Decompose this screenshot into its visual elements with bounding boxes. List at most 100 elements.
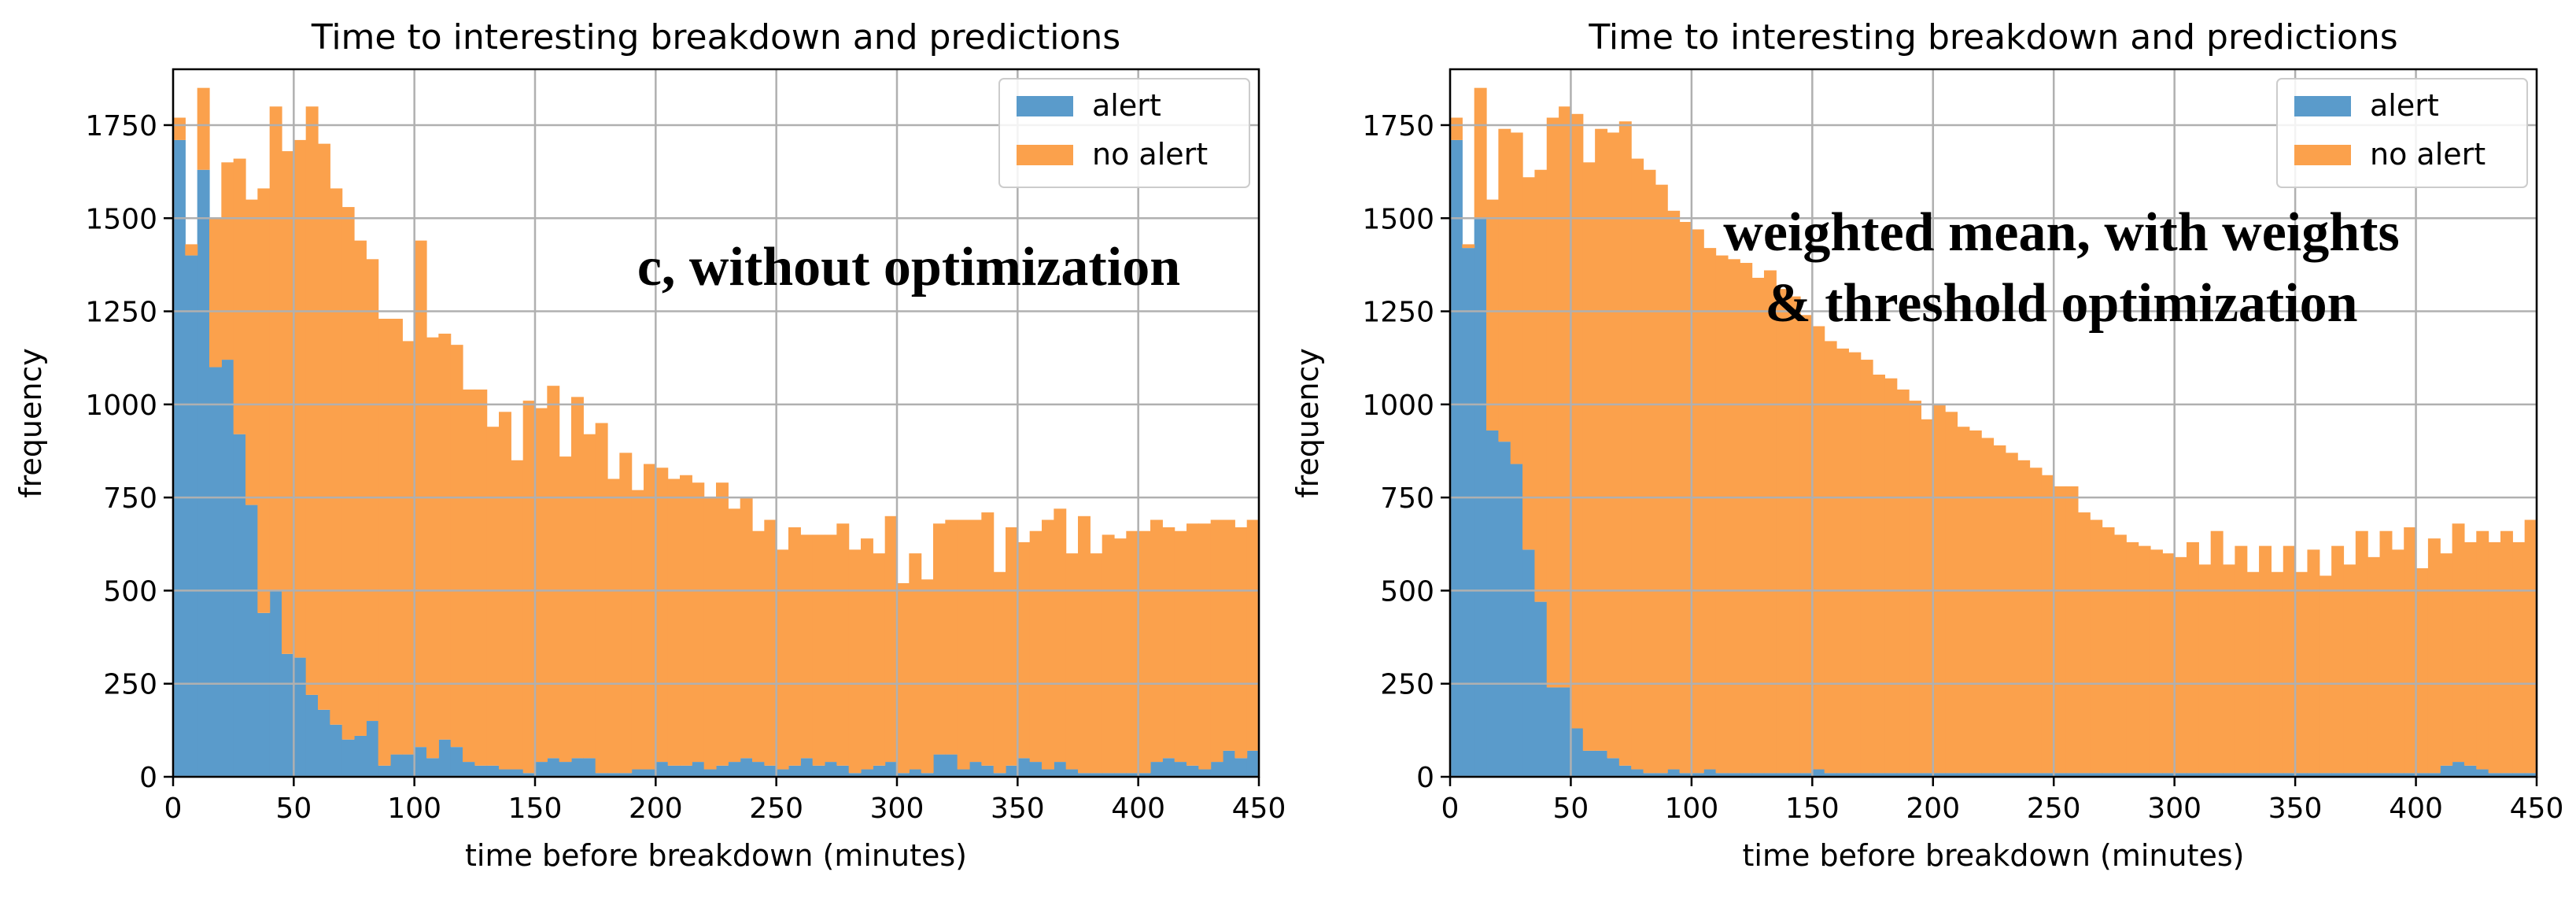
x-tick-label: 300 [870,793,924,825]
x-tick-label: 200 [629,793,683,825]
bar-alert-33 [571,758,584,777]
bar-alert-9 [1559,687,1572,777]
bar-no-alert-39 [1921,419,1934,774]
bar-alert-13 [1607,758,1620,777]
bar-alert-72 [1042,769,1054,777]
bar-alert-1 [1462,248,1475,777]
x-tick-label: 0 [164,793,183,825]
bar-no-alert-4 [221,162,234,360]
bar-no-alert-62 [2198,564,2212,774]
bar-alert-78 [2391,773,2404,777]
bar-no-alert-45 [1993,445,2006,774]
bar-no-alert-70 [2295,571,2308,774]
bar-alert-35 [1873,773,1885,777]
bar-alert-3 [1486,430,1499,777]
bar-alert-87 [2500,773,2513,777]
bar-no-alert-40 [655,467,669,763]
bar-no-alert-78 [2391,549,2404,774]
bar-alert-64 [945,754,958,777]
bar-alert-82 [2440,765,2453,777]
bar-alert-76 [1090,773,1103,777]
bar-alert-0 [173,139,186,777]
bar-no-alert-87 [1223,519,1235,751]
bar-alert-43 [1969,773,1982,777]
legend-label: no alert [1092,137,1208,172]
bar-no-alert-10 [1570,113,1584,729]
chart-left: 0 50 100 150 200 250 300 350 400 450 0 250 500 750 100… [13,17,1286,873]
bar-no-alert-11 [305,106,319,695]
bar-no-alert-49 [764,519,777,766]
bar-no-alert-80 [2415,568,2429,774]
bar-no-alert-71 [2307,549,2320,774]
bar-no-alert-50 [2054,486,2067,774]
bar-no-alert-56 [2126,541,2139,774]
bar-no-alert-56 [848,549,862,774]
bar-no-alert-17 [1655,184,1668,774]
axes-frame [1449,68,2538,778]
bar-alert-1 [185,255,198,778]
y-tick-label: 1000 [85,390,157,422]
bar-alert-89 [2524,773,2537,777]
bar-alert-28 [1788,773,1801,777]
bar-alert-37 [619,773,633,777]
bar-alert-6 [245,504,258,777]
bar-alert-21 [426,758,439,777]
bar-alert-15 [1631,769,1644,777]
bar-alert-51 [788,765,801,777]
annotation-text: & threshold optimization [1765,273,2357,334]
bar-no-alert-32 [559,456,572,763]
bar-no-alert-52 [800,534,814,759]
bar-alert-29 [522,773,536,777]
bar-no-alert-10 [293,139,307,658]
bar-alert-63 [2210,773,2224,777]
bar-no-alert-76 [1090,553,1103,774]
bar-alert-25 [1751,773,1765,777]
bar-no-alert-7 [1534,169,1548,602]
bar-no-alert-89 [1246,519,1260,751]
bar-alert-45 [1993,773,2006,777]
bar-alert-30 [1812,769,1825,777]
bar-no-alert-60 [2174,556,2187,774]
bar-no-alert-84 [2463,541,2477,766]
bar-no-alert-74 [1065,553,1079,770]
y-tick-label: 0 [1416,762,1434,794]
bar-alert-4 [221,360,234,777]
y-tick-label: 1250 [1362,297,1434,329]
bar-alert-71 [1029,762,1043,777]
bar-no-alert-7 [257,188,271,613]
bar-no-alert-87 [2500,530,2513,774]
bar-no-alert-85 [1198,523,1212,770]
bar-no-alert-69 [2283,545,2296,774]
bar-no-alert-29 [522,401,536,774]
bar-no-alert-8 [269,106,282,591]
bar-alert-24 [1740,773,1753,777]
bar-alert-47 [740,758,753,777]
bar-alert-7 [257,612,271,777]
bar-alert-16 [1643,773,1656,777]
bar-alert-65 [957,769,970,777]
bar-alert-46 [2005,773,2018,777]
bar-no-alert-1 [185,244,198,256]
bar-no-alert-55 [836,523,850,766]
bar-no-alert-58 [873,553,886,766]
bar-no-alert-88 [1234,527,1248,759]
y-tick-label: 750 [103,482,157,515]
bar-no-alert-43 [692,482,705,763]
legend: alert no alert [998,78,1250,188]
bar-no-alert-72 [1042,519,1054,770]
bar-alert-20 [414,747,427,777]
bar-alert-83 [1174,762,1187,777]
bar-no-alert-18 [1667,210,1681,770]
bar-no-alert-35 [1873,374,1885,774]
bar-no-alert-77 [1102,534,1115,774]
x-axis-label: time before breakdown (minutes) [465,838,967,873]
bar-no-alert-68 [2271,571,2284,774]
bar-alert-23 [450,747,463,777]
bar-alert-79 [2404,773,2417,777]
bar-no-alert-79 [1126,530,1139,774]
bar-no-alert-58 [2150,549,2163,774]
bar-no-alert-70 [1017,541,1031,759]
bar-alert-76 [2367,773,2381,777]
annotation-text: c, without optimization [637,237,1180,297]
bar-no-alert-14 [341,207,355,740]
